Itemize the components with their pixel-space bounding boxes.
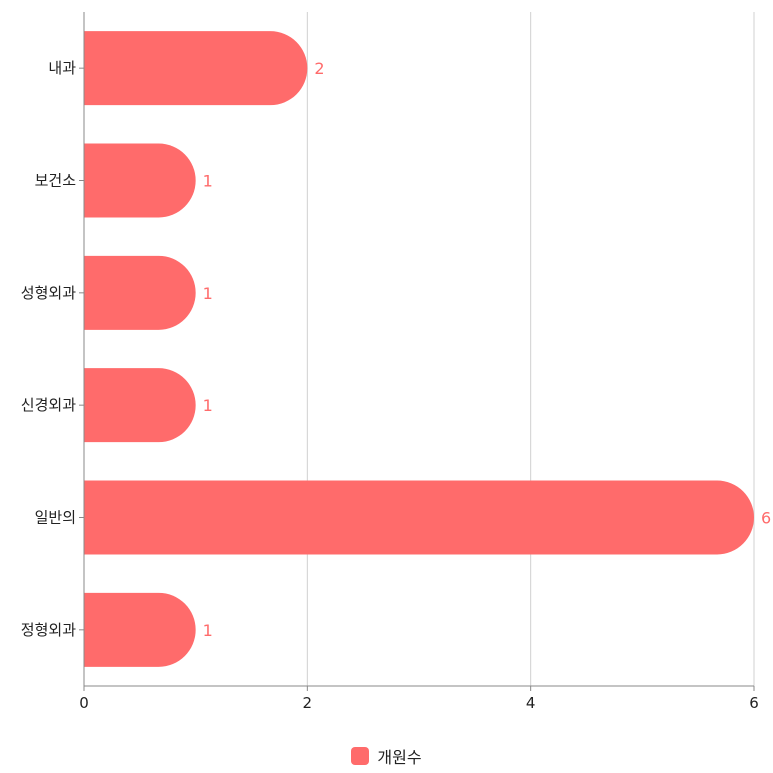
x-tick-label: 2 — [303, 694, 313, 712]
legend-swatch — [351, 747, 370, 765]
y-tick-label: 보건소 — [35, 172, 77, 190]
data-label: 1 — [203, 172, 213, 191]
bar[interactable] — [84, 480, 754, 555]
bar[interactable] — [84, 255, 196, 330]
bar[interactable] — [84, 368, 196, 443]
labels: 0 2 4 6 내과 2 보건소 1 성형외과 1 신경외과 1 일반의 6 정형외과 1 — [21, 59, 771, 712]
data-label: 6 — [761, 509, 771, 528]
legend-label: 개원수 — [377, 748, 422, 767]
x-tick-label: 4 — [526, 694, 536, 712]
data-label: 1 — [203, 284, 213, 303]
y-tick-label: 성형외과 — [21, 284, 76, 302]
x-tick-label: 6 — [749, 694, 759, 712]
x-tick-label: 0 — [79, 694, 89, 712]
grid-lines — [306, 12, 755, 686]
y-tick-label: 정형외과 — [21, 621, 76, 639]
y-tick-label: 신경외과 — [21, 396, 76, 414]
data-label: 1 — [203, 396, 213, 415]
bars — [84, 31, 754, 667]
axes — [79, 12, 755, 691]
bar[interactable] — [84, 592, 196, 667]
bar[interactable] — [84, 31, 308, 106]
data-label: 2 — [314, 59, 324, 78]
y-tick-label: 내과 — [48, 59, 76, 77]
legend[interactable]: 개원수 — [0, 744, 773, 768]
bar[interactable] — [84, 143, 196, 218]
y-tick-label: 일반의 — [35, 509, 76, 527]
data-label: 1 — [203, 621, 213, 640]
